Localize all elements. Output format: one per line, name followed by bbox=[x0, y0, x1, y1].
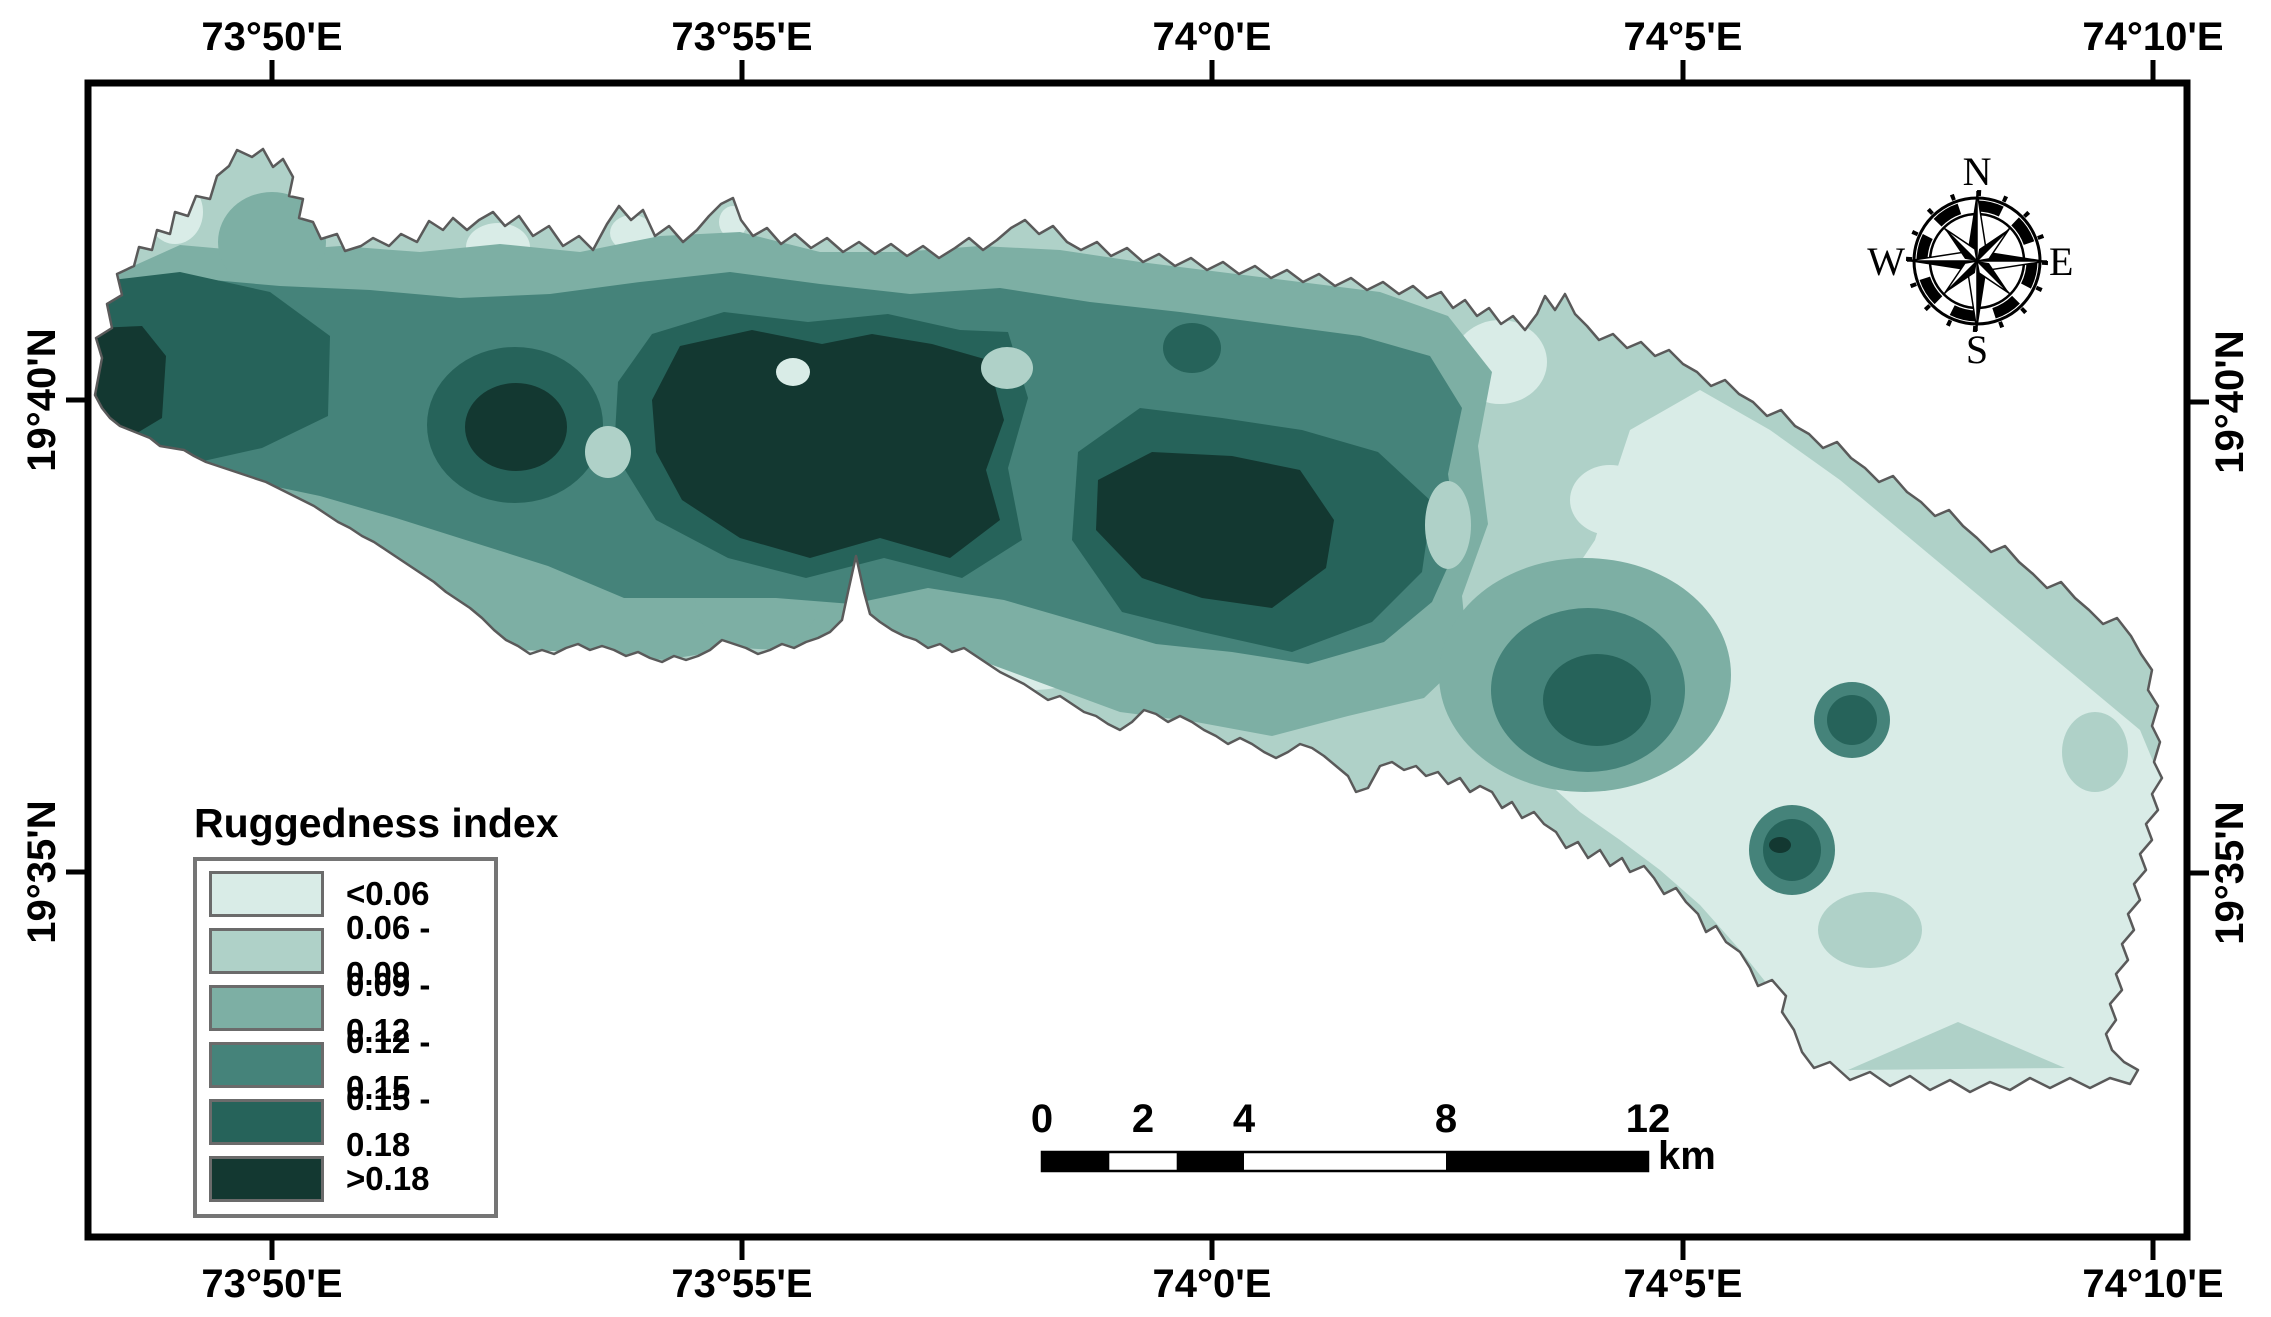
top-axis-label: 73°55'E bbox=[671, 15, 813, 59]
legend-item: 0.15 - 0.18 bbox=[209, 1080, 494, 1163]
legend-item-label: >0.18 bbox=[346, 1160, 430, 1197]
top-axis-label: 74°0'E bbox=[1152, 15, 1272, 59]
legend-swatch bbox=[209, 871, 324, 917]
bottom-axis-label: 74°5'E bbox=[1623, 1262, 1743, 1306]
legend-swatch bbox=[209, 1042, 324, 1088]
legend-swatch bbox=[209, 1156, 324, 1202]
right-axis-label: 19°35'N bbox=[2208, 801, 2252, 945]
legend-title: Ruggedness index bbox=[194, 800, 559, 846]
left-axis-label: 19°40'N bbox=[20, 328, 64, 472]
left-axis-label: 19°35'N bbox=[20, 800, 64, 944]
scalebar-tick-label: 12 bbox=[1625, 1097, 1671, 1141]
legend-item-label: 0.09 - 0.12 bbox=[346, 966, 431, 1049]
compass-south-label: S bbox=[1966, 327, 1988, 372]
compass-east-label: E bbox=[2049, 239, 2073, 284]
scalebar-tick-label: 8 bbox=[1434, 1097, 1458, 1141]
legend-item-label: 0.12 - 0.15 bbox=[346, 1023, 431, 1106]
legend-item-label: <0.06 bbox=[346, 875, 430, 912]
bottom-axis-label: 73°55'E bbox=[671, 1262, 813, 1306]
top-axis-label: 73°50'E bbox=[201, 15, 343, 59]
compass-north-label: N bbox=[1963, 149, 1992, 194]
legend-item: 0.06 - 0.09 bbox=[209, 909, 494, 992]
map-frame bbox=[66, 60, 2209, 1260]
legend-item: 0.12 - 0.15 bbox=[209, 1023, 494, 1106]
scalebar-tick-label: 0 bbox=[1030, 1097, 1054, 1141]
top-axis-label: 74°10'E bbox=[2082, 15, 2224, 59]
watershed-boundary bbox=[93, 147, 2164, 1094]
compass-west-label: W bbox=[1867, 239, 1905, 284]
legend-swatch bbox=[209, 928, 324, 974]
legend-item-label: 0.06 - 0.09 bbox=[346, 909, 431, 992]
right-axis-label: 19°40'N bbox=[2208, 330, 2252, 474]
bottom-axis-label: 74°10'E bbox=[2082, 1262, 2224, 1306]
legend-item: <0.06 bbox=[209, 871, 494, 917]
legend-item: >0.18 bbox=[209, 1156, 494, 1202]
legend: <0.06 0.06 - 0.09 0.09 - 0.12 0.12 - 0.1… bbox=[193, 857, 498, 1218]
bottom-axis-label: 74°0'E bbox=[1152, 1262, 1272, 1306]
scalebar-tick-label: 2 bbox=[1131, 1097, 1155, 1141]
legend-swatch bbox=[209, 1099, 324, 1145]
top-axis-label: 74°5'E bbox=[1623, 15, 1743, 59]
scale-bar bbox=[1040, 1150, 1650, 1173]
scalebar-unit-label: km bbox=[1658, 1134, 1716, 1178]
scalebar-tick-label: 4 bbox=[1232, 1097, 1256, 1141]
map-region-class6 bbox=[95, 326, 1791, 853]
compass-rose: N S E W bbox=[1867, 149, 2073, 372]
legend-swatch bbox=[209, 985, 324, 1031]
legend-item: 0.09 - 0.12 bbox=[209, 966, 494, 1049]
bottom-axis-label: 73°50'E bbox=[201, 1262, 343, 1306]
legend-item-label: 0.15 - 0.18 bbox=[346, 1080, 431, 1163]
